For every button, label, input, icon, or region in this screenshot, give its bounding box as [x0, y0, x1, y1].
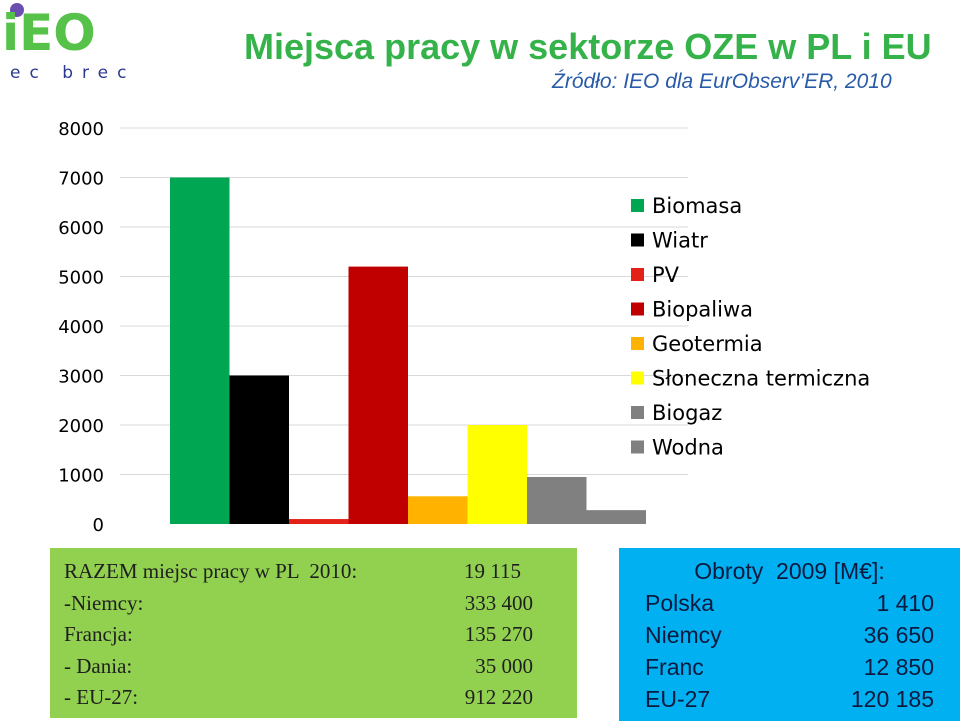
logo-letters: iEO — [2, 4, 96, 62]
turnover-header: Obroty 2009 [M€]: — [694, 558, 885, 584]
ieo-logo: iEO ec brec — [2, 3, 135, 83]
summary-value: 35 000 — [475, 653, 533, 678]
y-tick-label: 1000 — [58, 466, 104, 487]
summary-value: 19 115 — [464, 559, 521, 583]
legend-label: Biomasa — [652, 194, 742, 218]
legend-label: Biogaz — [652, 401, 722, 425]
summary-label: - Dania: — [64, 653, 133, 678]
turnover-value: 12 850 — [863, 654, 934, 680]
legend-swatch — [631, 199, 644, 212]
y-tick-label: 2000 — [58, 416, 104, 437]
bar-pv — [289, 519, 349, 524]
bar-biopaliwa — [348, 266, 408, 524]
turnover-value: 1 410 — [876, 590, 934, 616]
turnover-label: Niemcy — [645, 622, 722, 648]
summary-label: - EU-27: — [64, 685, 139, 709]
legend-swatch — [631, 406, 644, 419]
bar-wiatr — [229, 375, 289, 524]
turnover-summary: Obroty 2009 [M€]: Polska 1 410 Niemcy 36… — [619, 548, 960, 721]
y-tick-label: 7000 — [58, 169, 104, 190]
summary-row: -Niemcy: 333 400 — [64, 588, 563, 620]
turnover-row: Polska 1 410 — [641, 587, 938, 619]
summary-value: 135 270 — [464, 622, 533, 646]
summary-row: Francja: 135 270 — [64, 619, 563, 651]
page-title: Miejsca pracy w sektorze OZE w PL i EU — [244, 26, 932, 67]
y-tick-label: 3000 — [58, 367, 104, 388]
legend-swatch — [631, 268, 644, 281]
turnover-value: 36 650 — [863, 622, 934, 648]
logo-tagline: ec brec — [10, 63, 135, 83]
y-tick-label: 0 — [93, 515, 104, 536]
legend-label: Słoneczna termiczna — [652, 367, 870, 391]
turnover-row: Franc 12 850 — [641, 651, 938, 683]
legend-swatch — [631, 371, 644, 385]
legend-swatch — [631, 440, 644, 454]
summary-label: -Niemcy: — [64, 590, 144, 615]
summary-value: 333 400 — [464, 590, 533, 615]
summary-value: 912 220 — [464, 685, 533, 709]
bar-chart: 0 1000 2000 3000 4000 5000 6000 7000 8000 Biomas… — [58, 119, 870, 536]
turnover-value: 120 185 — [850, 686, 934, 712]
employment-summary: RAZEM miejsc pracy w PL 2010: 19 115 -Ni… — [50, 548, 577, 718]
logo-dot — [10, 3, 24, 17]
turnover-label: EU-27 — [645, 686, 711, 712]
page-subtitle: Źródło: IEO dla EurObserv’ER, 2010 — [552, 70, 892, 93]
bar-geotermia — [408, 496, 468, 524]
summary-label: Francja: — [64, 622, 133, 646]
y-tick-label: 5000 — [58, 268, 104, 289]
legend-label: Biopaliwa — [652, 298, 753, 322]
bar-słoneczna-termiczna — [467, 425, 527, 524]
bar-biogaz — [527, 476, 587, 524]
summary-row: RAZEM miejsc pracy w PL 2010: 19 115 — [64, 556, 563, 588]
y-tick-label: 8000 — [58, 119, 104, 140]
turnover-label: Franc — [645, 654, 704, 680]
legend-label: Wodna — [652, 436, 724, 460]
bar-wodna — [586, 510, 646, 524]
bar-biomasa — [170, 177, 230, 524]
turnover-label: Polska — [645, 590, 715, 616]
summary-label: RAZEM miejsc pracy w PL 2010: — [64, 559, 358, 583]
y-tick-label: 6000 — [58, 218, 104, 239]
legend-label: Geotermia — [652, 332, 763, 356]
y-tick-label: 4000 — [58, 317, 104, 338]
legend-label: Wiatr — [652, 229, 708, 253]
legend-swatch — [631, 302, 644, 316]
turnover-row: EU-27 120 185 — [641, 683, 938, 715]
legend-swatch — [631, 337, 644, 350]
legend-swatch — [631, 233, 644, 247]
summary-row: - Dania: 35 000 — [64, 651, 563, 683]
turnover-row: Niemcy 36 650 — [641, 619, 938, 651]
summary-row: - EU-27: 912 220 — [64, 682, 563, 714]
legend-label: PV — [652, 263, 680, 287]
